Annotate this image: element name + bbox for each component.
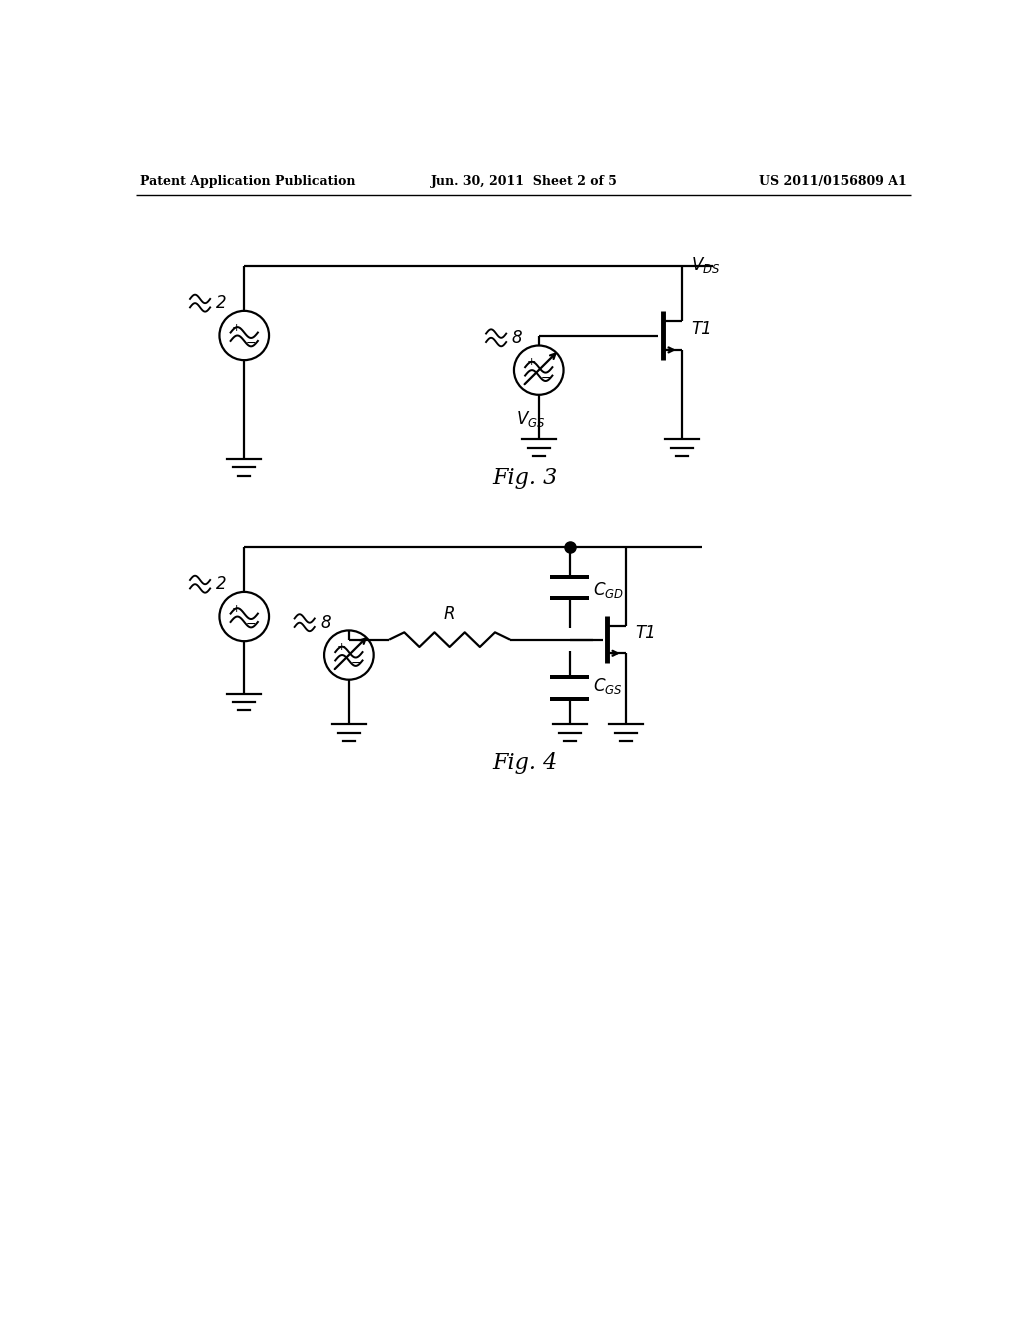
- Text: −: −: [246, 618, 256, 631]
- Text: +: +: [526, 358, 536, 367]
- Text: −: −: [350, 656, 361, 669]
- Text: R: R: [443, 605, 456, 623]
- Text: Patent Application Publication: Patent Application Publication: [139, 176, 355, 189]
- Text: Fig. 4: Fig. 4: [493, 752, 557, 774]
- Text: 2: 2: [216, 294, 226, 312]
- Text: 8: 8: [512, 329, 522, 347]
- Text: T1: T1: [635, 624, 656, 643]
- Text: $V_{GS}$: $V_{GS}$: [516, 409, 546, 429]
- Text: 2: 2: [216, 576, 226, 593]
- Text: Jun. 30, 2011  Sheet 2 of 5: Jun. 30, 2011 Sheet 2 of 5: [431, 176, 618, 189]
- Text: +: +: [232, 322, 242, 333]
- Text: T1: T1: [691, 321, 712, 338]
- Text: $C_{GD}$: $C_{GD}$: [593, 579, 624, 599]
- Text: $V_{DS}$: $V_{DS}$: [691, 255, 721, 275]
- Text: +: +: [337, 642, 346, 652]
- Text: +: +: [232, 603, 242, 614]
- Text: 8: 8: [321, 614, 331, 632]
- Text: Fig. 3: Fig. 3: [493, 467, 557, 488]
- Text: −: −: [541, 371, 551, 384]
- Text: US 2011/0156809 A1: US 2011/0156809 A1: [759, 176, 907, 189]
- Text: $C_{GS}$: $C_{GS}$: [593, 676, 623, 696]
- Text: −: −: [246, 337, 256, 350]
